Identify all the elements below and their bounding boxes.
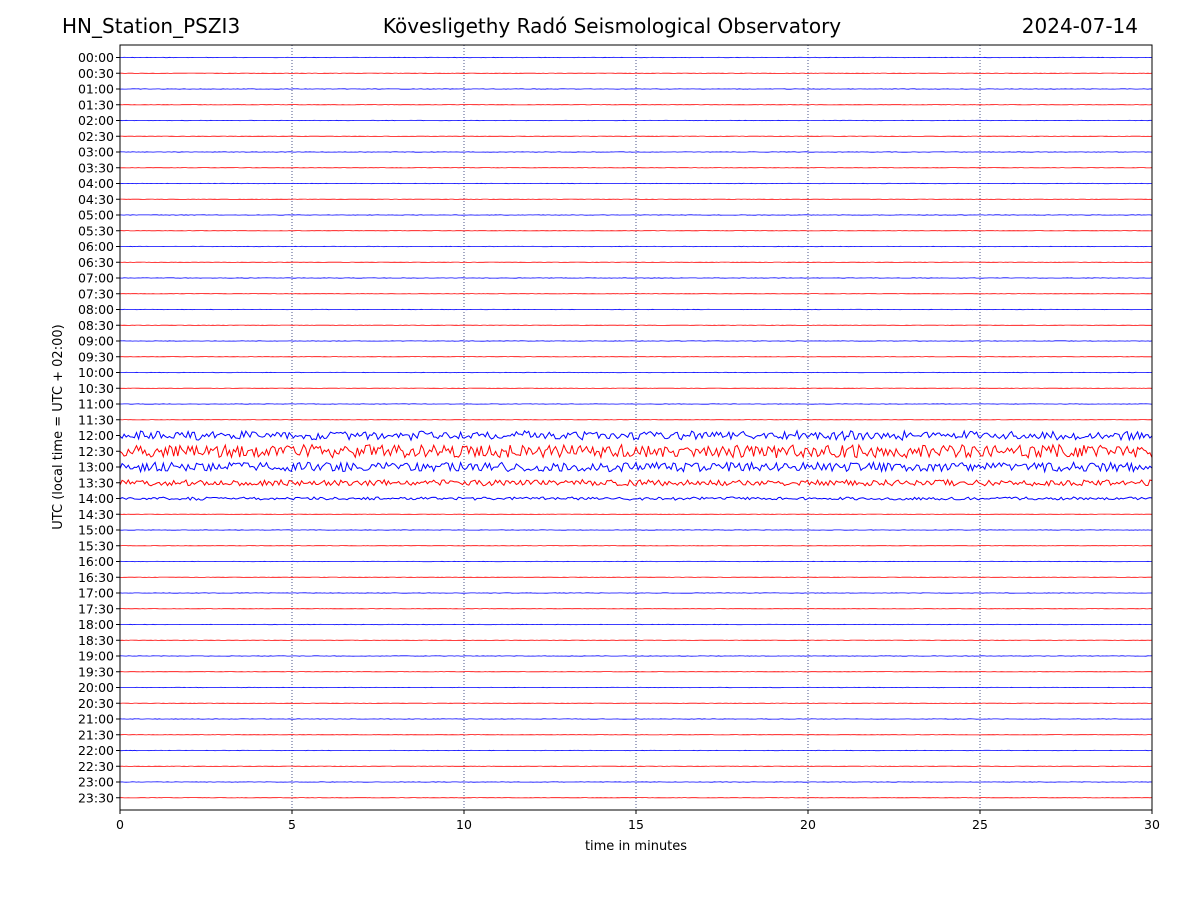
- x-tick-label: 30: [1144, 817, 1160, 832]
- y-tick-label: 21:30: [78, 727, 114, 742]
- y-tick-label: 10:00: [78, 365, 114, 380]
- y-tick-label: 17:00: [78, 586, 114, 601]
- y-tick-label: 00:30: [78, 66, 114, 81]
- y-tick-label: 09:00: [78, 334, 114, 349]
- y-tick-label: 03:30: [78, 160, 114, 175]
- trace-line: [119, 429, 1153, 442]
- y-tick-label: 03:00: [78, 145, 114, 160]
- trace-line: [119, 443, 1153, 460]
- y-tick-label: 15:30: [78, 538, 114, 553]
- y-tick-label: 18:00: [78, 617, 114, 632]
- y-tick-label: 19:30: [78, 664, 114, 679]
- y-tick-label: 08:00: [78, 302, 114, 317]
- x-tick-label: 15: [628, 817, 644, 832]
- y-tick-label: 15:00: [78, 523, 114, 538]
- y-tick-label: 13:30: [78, 475, 114, 490]
- y-tick-label: 01:00: [78, 82, 114, 97]
- y-tick-label: 16:00: [78, 554, 114, 569]
- y-tick-label: 11:00: [78, 397, 114, 412]
- y-tick-label: 17:30: [78, 601, 114, 616]
- y-tick-label: 09:30: [78, 349, 114, 364]
- y-tick-label: 08:30: [78, 318, 114, 333]
- y-tick-label: 02:00: [78, 113, 114, 128]
- x-tick-label: 5: [288, 817, 296, 832]
- y-tick-label: 07:30: [78, 286, 114, 301]
- trace-line: [119, 496, 1153, 501]
- trace-line: [119, 460, 1153, 474]
- x-tick-label: 10: [456, 817, 472, 832]
- x-tick-label: 20: [800, 817, 816, 832]
- trace-line: [119, 478, 1153, 487]
- seismic-traces: [119, 56, 1153, 799]
- y-axis-label: UTC (local time = UTC + 02:00): [51, 324, 66, 529]
- observatory-title: Kövesligethy Radó Seismological Observat…: [382, 14, 842, 38]
- station-name: HN_Station_PSZI3: [62, 14, 241, 38]
- y-tick-label: 22:30: [78, 759, 114, 774]
- y-tick-label: 21:00: [78, 712, 114, 727]
- y-tick-label: 19:00: [78, 649, 114, 664]
- y-tick-label: 23:30: [78, 790, 114, 805]
- y-tick-label: 00:00: [78, 50, 114, 65]
- x-tick-label: 0: [116, 817, 124, 832]
- x-tick-label: 25: [972, 817, 988, 832]
- y-tick-label: 06:30: [78, 255, 114, 270]
- y-tick-label: 10:30: [78, 381, 114, 396]
- y-axis-ticks: 00:0000:3001:0001:3002:0002:3003:0003:30…: [78, 50, 120, 805]
- record-date: 2024-07-14: [1021, 14, 1138, 38]
- y-tick-label: 14:30: [78, 507, 114, 522]
- y-tick-label: 07:00: [78, 271, 114, 286]
- y-tick-label: 20:30: [78, 696, 114, 711]
- y-tick-label: 22:00: [78, 743, 114, 758]
- y-tick-label: 18:30: [78, 633, 114, 648]
- y-tick-label: 20:00: [78, 680, 114, 695]
- y-tick-label: 11:30: [78, 412, 114, 427]
- y-tick-label: 06:00: [78, 239, 114, 254]
- y-tick-label: 12:00: [78, 428, 114, 443]
- y-tick-label: 04:30: [78, 192, 114, 207]
- y-tick-label: 01:30: [78, 97, 114, 112]
- grid-lines: [291, 45, 981, 810]
- y-tick-label: 05:00: [78, 208, 114, 223]
- y-tick-label: 23:00: [78, 775, 114, 790]
- x-axis-label: time in minutes: [585, 839, 687, 854]
- y-tick-label: 12:30: [78, 444, 114, 459]
- y-tick-label: 16:30: [78, 570, 114, 585]
- y-tick-label: 04:00: [78, 176, 114, 191]
- y-tick-label: 13:00: [78, 460, 114, 475]
- y-tick-label: 05:30: [78, 223, 114, 238]
- y-tick-label: 02:30: [78, 129, 114, 144]
- y-tick-label: 14:00: [78, 491, 114, 506]
- x-axis-ticks: 0 5 10 15 20 25 30: [116, 810, 1160, 832]
